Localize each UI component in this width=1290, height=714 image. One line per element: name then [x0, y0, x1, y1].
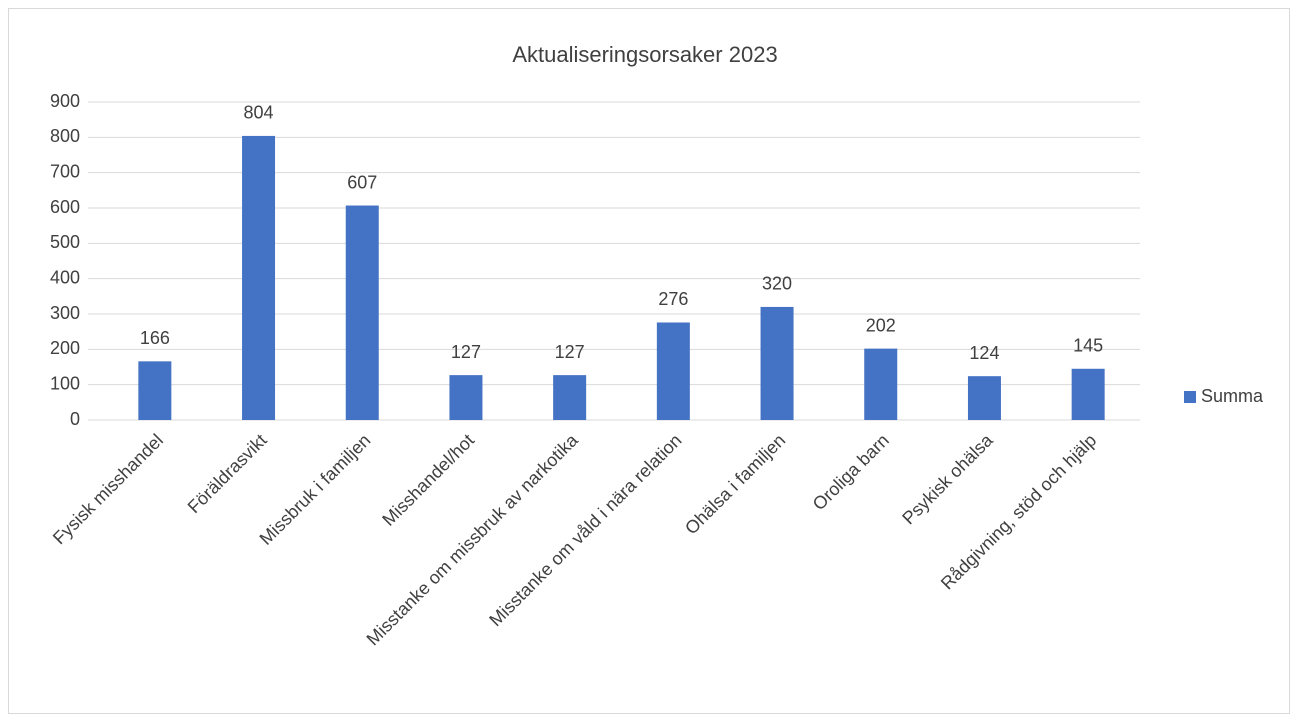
- data-label: 276: [658, 289, 688, 309]
- bar: [345, 205, 379, 420]
- bar: [760, 306, 794, 420]
- bar: [967, 376, 1001, 420]
- data-label: 804: [244, 103, 274, 123]
- y-tick-label: 400: [50, 267, 80, 287]
- bar: [1071, 368, 1105, 420]
- y-tick-label: 100: [50, 373, 80, 393]
- y-tick-label: 300: [50, 303, 80, 323]
- chart-frame: [8, 8, 1290, 714]
- bar: [138, 361, 172, 420]
- data-label: 607: [347, 172, 377, 192]
- y-tick-label: 900: [50, 91, 80, 111]
- data-label: 145: [1073, 336, 1103, 356]
- y-tick-label: 600: [50, 197, 80, 217]
- legend-label: Summa: [1201, 386, 1264, 406]
- bar: [449, 375, 483, 420]
- bar: [553, 375, 587, 420]
- y-tick-label: 800: [50, 126, 80, 146]
- y-tick-label: 200: [50, 338, 80, 358]
- data-label: 320: [762, 274, 792, 294]
- data-label: 127: [555, 342, 585, 362]
- data-label: 166: [140, 328, 170, 348]
- data-label: 124: [969, 343, 999, 363]
- y-tick-label: 0: [70, 409, 80, 429]
- y-tick-label: 500: [50, 232, 80, 252]
- legend-swatch: [1184, 391, 1196, 403]
- y-tick-label: 700: [50, 161, 80, 181]
- data-label: 127: [451, 342, 481, 362]
- bar: [242, 135, 276, 421]
- chart-title: Aktualiseringsorsaker 2023: [512, 42, 777, 67]
- data-label: 202: [866, 315, 896, 335]
- bar: [864, 348, 898, 420]
- bar: [656, 322, 690, 420]
